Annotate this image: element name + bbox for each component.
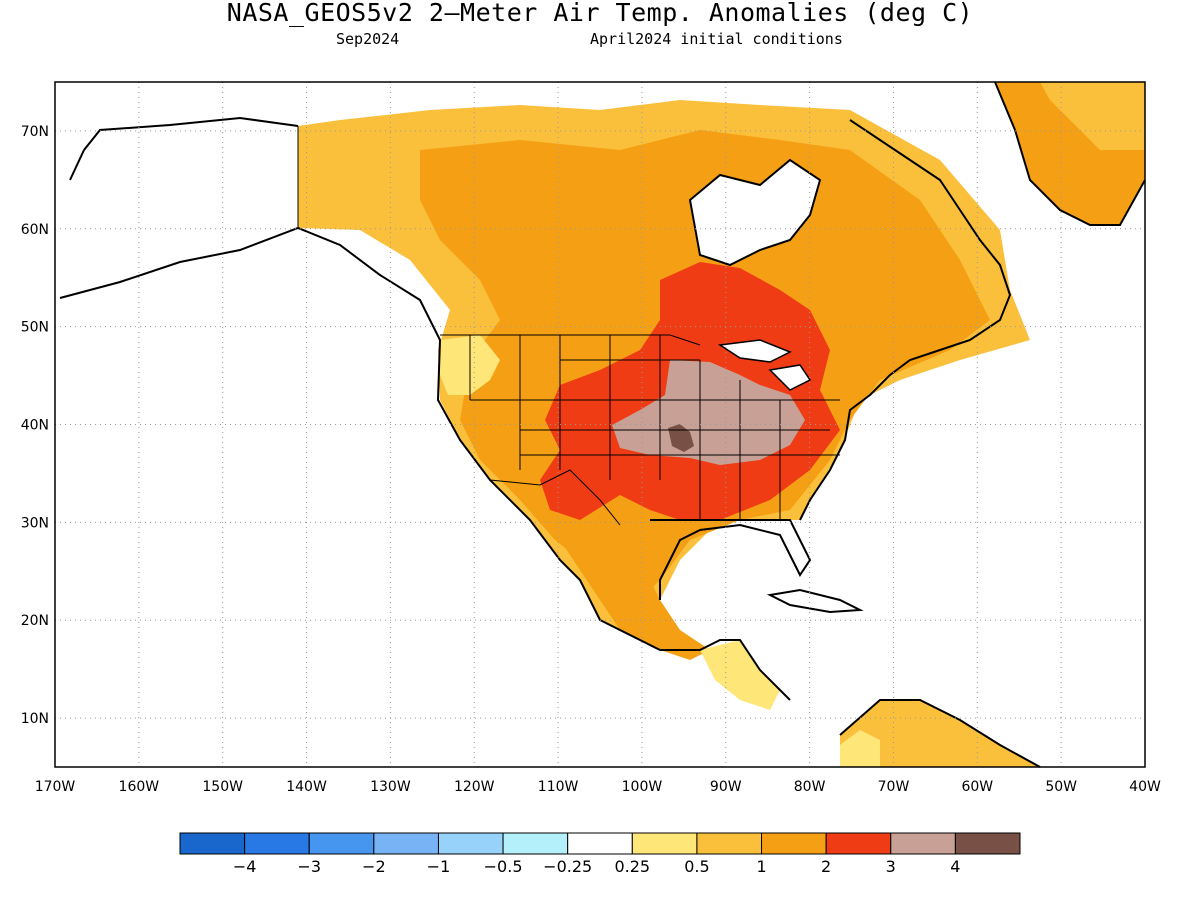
colorbar-swatch xyxy=(567,832,633,855)
colorbar-label: 1 xyxy=(756,857,766,876)
colorbar-label: 0.25 xyxy=(614,857,650,876)
colorbar: −4 −3 −2 −1 −0.5 −0.25 0.25 0.5 1 2 3 4 xyxy=(179,832,1021,876)
lat-tick-label: 20N xyxy=(21,613,49,629)
region-south-america-yellow xyxy=(840,730,880,767)
region-south-america xyxy=(840,700,1040,767)
colorbar-label: 3 xyxy=(886,857,896,876)
colorbar-swatch xyxy=(631,832,698,855)
map-frame xyxy=(54,81,1146,768)
lon-tick-label: 120W xyxy=(454,779,495,795)
colorbar-label: −2 xyxy=(362,857,386,876)
colorbar-swatch xyxy=(761,832,827,855)
colorbar-swatch xyxy=(502,832,569,855)
lon-tick-label: 40W xyxy=(1129,779,1161,795)
lon-tick-label: 140W xyxy=(286,779,327,795)
colorbar-swatch xyxy=(825,832,892,855)
political-borders xyxy=(297,126,840,526)
lon-tick-label: 160W xyxy=(119,779,160,795)
lon-tick-label: 90W xyxy=(710,779,742,795)
colorbar-swatch xyxy=(179,832,246,855)
region-central-america xyxy=(700,640,780,710)
border-us-canada xyxy=(297,126,701,346)
coastline-greenland xyxy=(994,81,1146,226)
colorbar-label: 0.5 xyxy=(684,857,709,876)
colorbar-swatch xyxy=(308,832,375,855)
forecast-month: Sep2024 xyxy=(336,30,400,48)
colorbar-swatch xyxy=(890,832,956,855)
lat-tick-label: 50N xyxy=(21,320,49,336)
lon-tick-label: 130W xyxy=(370,779,411,795)
lat-tick-label: 70N xyxy=(21,124,49,140)
lon-tick-label: 60W xyxy=(961,779,993,795)
coastline-hudson xyxy=(688,158,822,267)
colorbar-label: 2 xyxy=(821,857,831,876)
colorbar-swatch xyxy=(696,832,763,855)
lat-tick-label: 30N xyxy=(21,515,49,531)
region-central-brown xyxy=(668,424,694,452)
lat-tick-label: 40N xyxy=(21,418,49,434)
map-title: NASA_GEOS5v2 2–Meter Air Temp. Anomalies… xyxy=(226,0,974,27)
state-borders xyxy=(469,335,840,520)
lon-tick-label: 150W xyxy=(202,779,243,795)
colorbar-label: −0.5 xyxy=(484,857,523,876)
lat-tick-label: 60N xyxy=(21,222,49,238)
colorbar-label: −4 xyxy=(233,857,257,876)
coastline-east xyxy=(799,119,1012,521)
colorbar-label: −3 xyxy=(297,857,321,876)
coastline-south-america xyxy=(839,699,1041,768)
colorbar-swatch xyxy=(954,832,1021,855)
region-mexico xyxy=(560,540,710,660)
colorbar-swatch xyxy=(437,832,504,855)
colorbar-label: −0.25 xyxy=(543,857,592,876)
lon-tick-label: 110W xyxy=(538,779,579,795)
lon-tick-label: 100W xyxy=(622,779,663,795)
region-cuba xyxy=(770,590,860,612)
initial-conditions: April2024 initial conditions xyxy=(590,30,843,48)
latitude-labels: 70N 60N 50N 40N 30N 20N 10N xyxy=(21,124,49,727)
lon-tick-label: 50W xyxy=(1045,779,1077,795)
region-alaska xyxy=(60,118,298,298)
border-us-mexico xyxy=(489,469,621,526)
lon-tick-label: 80W xyxy=(794,779,826,795)
region-greenland-light xyxy=(1040,82,1145,150)
great-lakes-outline xyxy=(717,339,812,391)
lat-tick-label: 10N xyxy=(21,711,49,727)
anomaly-shading xyxy=(60,82,1145,767)
colorbar-label: 4 xyxy=(950,857,960,876)
colorbar-label: −1 xyxy=(427,857,451,876)
coastline-cuba xyxy=(766,588,864,614)
lon-tick-label: 170W xyxy=(35,779,76,795)
lon-tick-label: 70W xyxy=(878,779,910,795)
region-pacific-nw xyxy=(438,335,500,395)
graticule xyxy=(55,82,1145,767)
colorbar-swatch xyxy=(244,832,310,855)
longitude-labels: 170W 160W 150W 140W 130W 120W 110W 100W 90W 80W 70… xyxy=(35,779,1161,795)
hudson-bay xyxy=(690,160,820,265)
colorbar-swatch xyxy=(373,832,439,855)
